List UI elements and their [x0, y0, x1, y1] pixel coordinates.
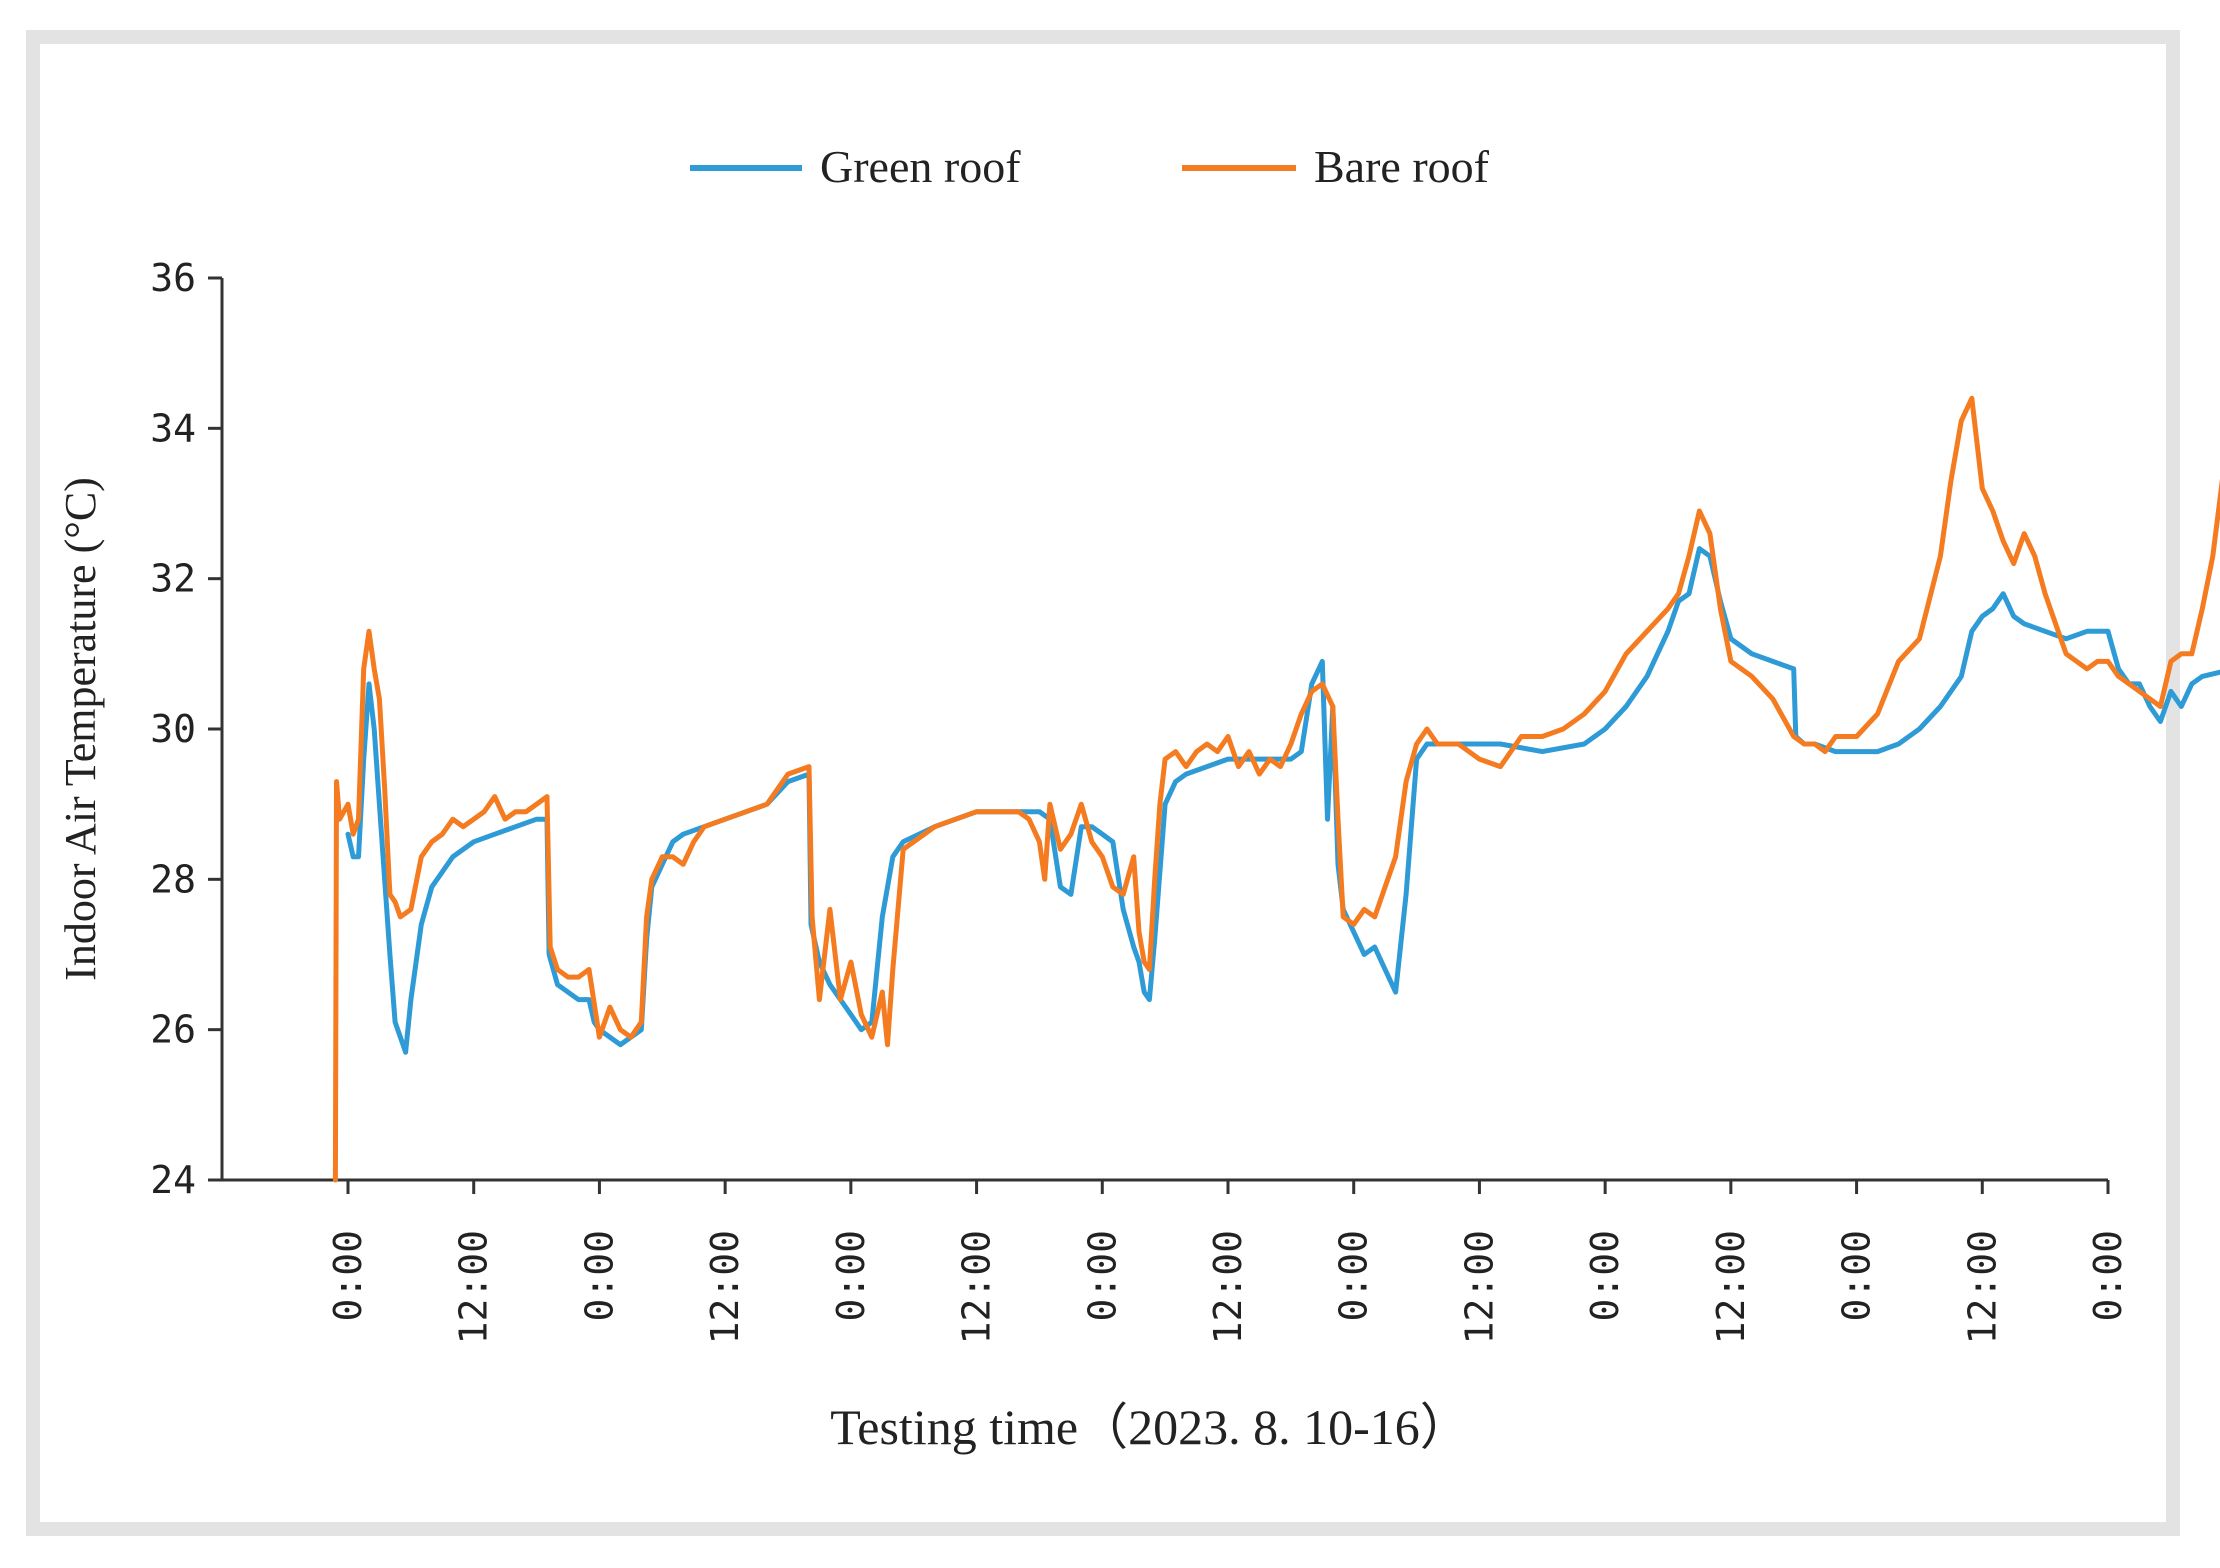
series-line-bare-roof: [332, 395, 2220, 1183]
x-axis-label: Testing time（2023. 8. 10-16）: [830, 1399, 1470, 1455]
x-ticks: 0:00 12:00 0:00 12:00 0:00 12:00 0:00 12:00 0:00…: [326, 1180, 2130, 1344]
x-tick-label: 12:00: [703, 1230, 747, 1344]
x-tick-label: 0:00: [1583, 1230, 1627, 1322]
x-tick-label: 0:00: [1332, 1230, 1376, 1322]
y-tick-label: 26: [150, 1008, 196, 1052]
x-tick-label: 12:00: [1960, 1230, 2004, 1344]
y-tick-label: 30: [150, 707, 196, 751]
legend-label-green-roof: Green roof: [820, 141, 1021, 192]
y-tick-label: 28: [150, 857, 196, 901]
x-tick-label: 12:00: [452, 1230, 496, 1344]
series-line-green-roof: [345, 546, 2220, 1055]
x-tick-label: 0:00: [2086, 1230, 2130, 1322]
x-tick-label: 0:00: [829, 1230, 873, 1322]
x-tick-label: 0:00: [1835, 1230, 1879, 1322]
x-tick-label: 12:00: [1457, 1230, 1501, 1344]
y-tick-label: 34: [150, 406, 196, 450]
legend-label-bare-roof: Bare roof: [1314, 141, 1490, 192]
legend: Green roof Bare roof: [690, 141, 1490, 192]
axes: 24 26 28 30 32 34 36 0:00 12:00 0:00 12:00 0:00 12:…: [150, 256, 2130, 1344]
y-tick-label: 32: [150, 557, 196, 601]
x-tick-label: 0:00: [326, 1230, 370, 1322]
y-ticks: 24 26 28 30 32 34 36: [150, 256, 222, 1202]
y-axis-label: Indoor Air Temperature (°C): [56, 477, 105, 981]
y-tick-label: 24: [150, 1158, 196, 1202]
x-tick-label: 0:00: [1080, 1230, 1124, 1322]
x-tick-label: 12:00: [1206, 1230, 1250, 1344]
y-tick-label: 36: [150, 256, 196, 300]
x-tick-label: 12:00: [1709, 1230, 1753, 1344]
x-tick-label: 0:00: [577, 1230, 621, 1322]
x-tick-label: 12:00: [955, 1230, 999, 1344]
series-group: [332, 395, 2220, 1183]
